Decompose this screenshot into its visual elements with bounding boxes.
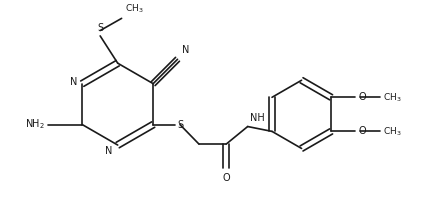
Text: CH$_3$: CH$_3$	[125, 3, 143, 15]
Text: N: N	[70, 77, 77, 87]
Text: CH$_3$: CH$_3$	[383, 91, 401, 103]
Text: S: S	[178, 120, 183, 130]
Text: O: O	[222, 173, 230, 183]
Text: O: O	[358, 92, 366, 102]
Text: N: N	[183, 45, 190, 55]
Text: NH: NH	[250, 113, 264, 123]
Text: NH$_2$: NH$_2$	[25, 118, 45, 131]
Text: N: N	[106, 146, 113, 156]
Text: O: O	[358, 126, 366, 136]
Text: S: S	[97, 23, 103, 33]
Text: CH$_3$: CH$_3$	[383, 125, 401, 138]
